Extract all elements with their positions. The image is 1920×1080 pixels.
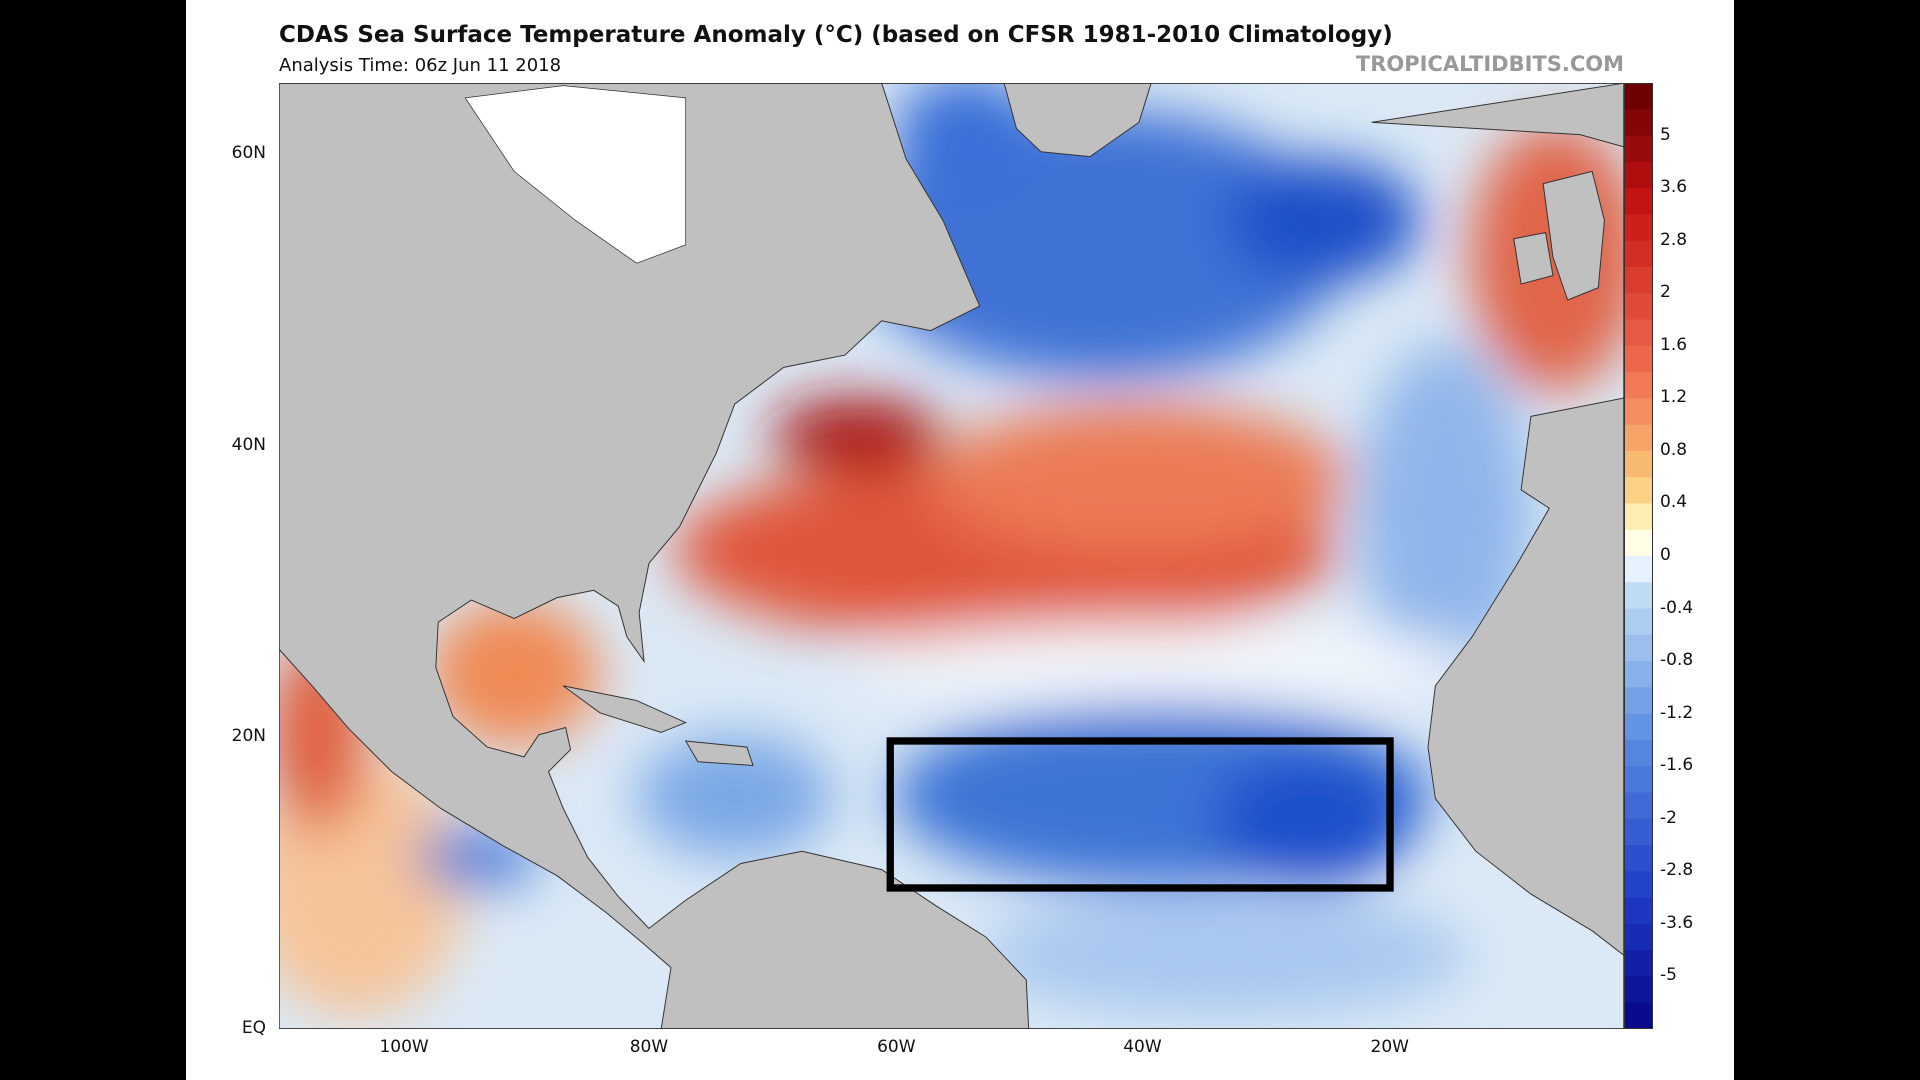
lon-label: 40W xyxy=(1123,1037,1162,1057)
colorbar-segment xyxy=(1624,477,1653,504)
colorbar-segment xyxy=(1624,871,1653,899)
colorbar-label: 3.6 xyxy=(1660,177,1688,198)
colorbar-segment xyxy=(1624,135,1653,163)
colorbar-label: 2.8 xyxy=(1660,229,1688,250)
colorbar-segment xyxy=(1624,266,1653,294)
lon-label: 60W xyxy=(877,1037,916,1057)
lon-label: 20W xyxy=(1370,1037,1409,1057)
land xyxy=(279,83,1624,1029)
colorbar-label: -5 xyxy=(1660,965,1677,986)
colorbar-segment xyxy=(1624,582,1653,610)
colorbar-segment xyxy=(1624,792,1653,820)
region-box xyxy=(886,737,1394,892)
colorbar-segment xyxy=(1624,976,1653,1004)
map xyxy=(279,83,1624,1029)
colorbar-segment xyxy=(1624,818,1653,846)
colorbar-label: -1.6 xyxy=(1660,755,1694,776)
colorbar-label: 2 xyxy=(1660,282,1671,303)
colorbar-label: -0.4 xyxy=(1660,597,1694,618)
colorbar-label: -3.6 xyxy=(1660,912,1694,933)
sst-field xyxy=(279,83,1624,1029)
colorbar-segment xyxy=(1624,319,1653,347)
colorbar-frame xyxy=(1624,83,1653,1029)
lat-label: 40N xyxy=(231,434,266,455)
colorbar-segment xyxy=(1624,661,1653,688)
colorbar-segment xyxy=(1624,109,1653,137)
lat-label: EQ xyxy=(241,1017,266,1038)
colorbar-segment xyxy=(1624,240,1653,268)
colorbar-segment xyxy=(1624,503,1653,531)
colorbar-segment xyxy=(1624,450,1653,478)
lat-label: 60N xyxy=(231,143,266,164)
lat-label: 20N xyxy=(231,726,266,747)
colorbar-segment xyxy=(1624,739,1653,767)
colorbar-label: -2.8 xyxy=(1660,860,1694,881)
colorbar-segment xyxy=(1624,950,1653,977)
colorbar-label: -1.2 xyxy=(1660,702,1694,723)
colorbar-segment xyxy=(1624,766,1653,793)
colorbar-segment xyxy=(1624,713,1653,741)
colorbar-label: 1.2 xyxy=(1660,387,1688,408)
analysis-time: Analysis Time: 06z Jun 11 2018 xyxy=(279,55,562,76)
colorbar-segment xyxy=(1624,345,1653,373)
frame xyxy=(279,83,1624,1029)
colorbar-label: -0.8 xyxy=(1660,650,1694,671)
colorbar-segment xyxy=(1624,845,1653,872)
colorbar-segment xyxy=(1624,293,1653,320)
lon-label: 80W xyxy=(629,1037,669,1057)
colorbar-segment xyxy=(1624,188,1653,215)
colorbar-segment xyxy=(1624,556,1653,583)
colorbar-segment xyxy=(1624,634,1653,662)
colorbar-segment xyxy=(1624,424,1653,452)
colorbar-segment xyxy=(1624,161,1653,189)
colorbar-segment xyxy=(1624,687,1653,715)
colorbar-segment xyxy=(1624,372,1653,399)
map-title: CDAS Sea Surface Temperature Anomaly (°C… xyxy=(279,22,1393,48)
colorbar-segment xyxy=(1624,83,1653,110)
colorbar-segment xyxy=(1624,398,1653,426)
colorbar-label: 5 xyxy=(1660,124,1671,145)
colorbar-label: 1.6 xyxy=(1660,334,1688,355)
lon-label: 100W xyxy=(379,1037,429,1057)
colorbar xyxy=(1624,83,1653,1029)
colorbar-label: -2 xyxy=(1660,807,1677,828)
source: TROPICALTIDBITS.COM xyxy=(1355,52,1624,76)
colorbar-label: 0.4 xyxy=(1660,492,1688,513)
colorbar-label: 0 xyxy=(1660,545,1671,565)
colorbar-segment xyxy=(1624,897,1653,925)
colorbar-segment xyxy=(1624,529,1653,557)
colorbar-segment xyxy=(1624,1002,1653,1029)
colorbar-segment xyxy=(1624,923,1653,951)
colorbar-segment xyxy=(1624,214,1653,242)
colorbar-segment xyxy=(1624,608,1653,636)
colorbar-label: 0.8 xyxy=(1660,439,1688,460)
